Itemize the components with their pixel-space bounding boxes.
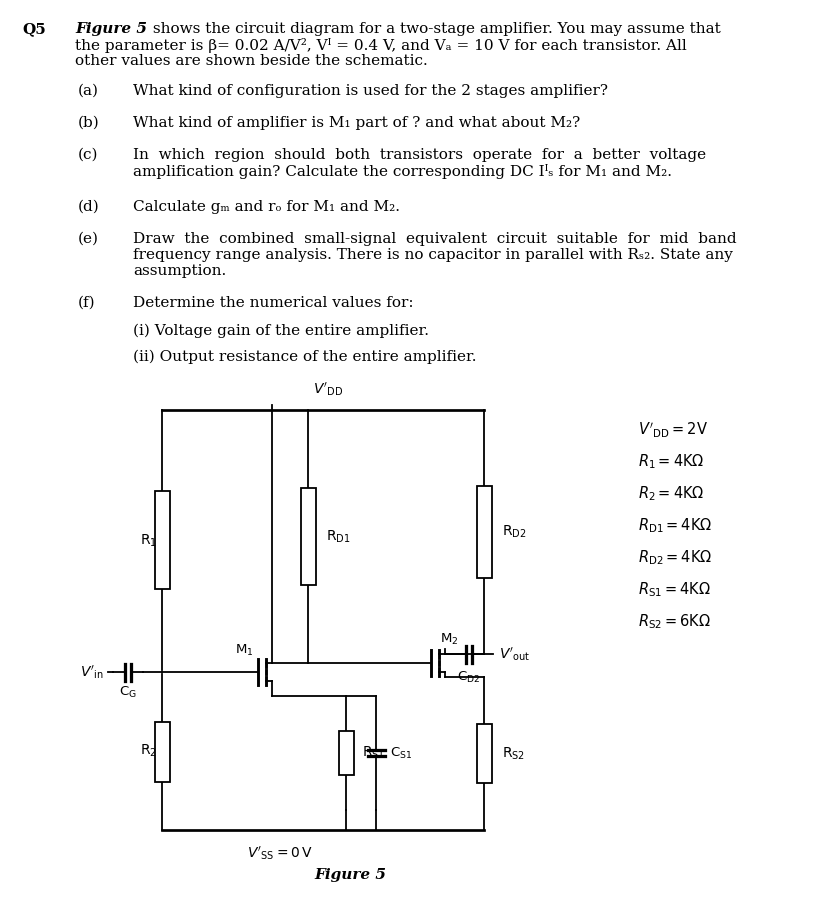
Text: (a): (a): [78, 84, 99, 98]
Text: $\rm R_{S1}$: $\rm R_{S1}$: [362, 745, 385, 762]
Text: $\rm R_{D2}$: $\rm R_{D2}$: [502, 524, 526, 540]
Text: $R_{\rm D1} = 4{\rm K}\Omega$: $R_{\rm D1} = 4{\rm K}\Omega$: [638, 516, 712, 536]
Text: amplification gain? Calculate the corresponding DC Iᴵₛ for M₁ and M₂.: amplification gain? Calculate the corres…: [133, 164, 672, 179]
Text: other values are shown beside the schematic.: other values are shown beside the schema…: [75, 54, 427, 68]
Text: Figure 5: Figure 5: [314, 868, 386, 882]
Bar: [477, 725, 492, 783]
Text: $R_2 = 4{\rm K}\Omega$: $R_2 = 4{\rm K}\Omega$: [638, 485, 705, 503]
Text: (c): (c): [78, 148, 99, 162]
Text: frequency range analysis. There is no capacitor in parallel with Rₛ₂. State any: frequency range analysis. There is no ca…: [133, 248, 733, 262]
Text: $\rm R_2$: $\rm R_2$: [140, 743, 157, 759]
Text: $\rm C_G$: $\rm C_G$: [119, 685, 137, 700]
Text: What kind of amplifier is M₁ part of ? and what about M₂?: What kind of amplifier is M₁ part of ? a…: [133, 116, 580, 130]
Text: $V'_{\rm in}$: $V'_{\rm in}$: [80, 663, 104, 680]
Text: (b): (b): [78, 116, 100, 130]
Text: (d): (d): [78, 200, 100, 214]
Text: Q5: Q5: [22, 22, 46, 36]
Text: (i) Voltage gain of the entire amplifier.: (i) Voltage gain of the entire amplifier…: [133, 324, 429, 338]
Text: Figure 5: Figure 5: [75, 22, 147, 36]
Text: $\rm R_{S2}$: $\rm R_{S2}$: [502, 745, 525, 762]
Bar: [154, 491, 169, 589]
Text: $\rm R_1$: $\rm R_1$: [140, 533, 157, 550]
Text: the parameter is β= 0.02 A/V², Vᴵ = 0.4 V, and Vₐ = 10 V for each transistor. Al: the parameter is β= 0.02 A/V², Vᴵ = 0.4 …: [75, 38, 687, 53]
Text: $V'_{\rm out}$: $V'_{\rm out}$: [499, 645, 530, 663]
Text: $\rm R_{D1}$: $\rm R_{D1}$: [326, 528, 350, 545]
Text: $R_{\rm S2} = 6{\rm K}\Omega$: $R_{\rm S2} = 6{\rm K}\Omega$: [638, 612, 711, 632]
Text: $\rm M_2$: $\rm M_2$: [440, 632, 458, 646]
Text: $\rm C_{D2}$: $\rm C_{D2}$: [458, 670, 481, 685]
Text: (e): (e): [78, 232, 99, 246]
Text: $V'_{\rm DD}$: $V'_{\rm DD}$: [313, 381, 343, 398]
Text: $V'_{\rm SS} = 0\,\rm V$: $V'_{\rm SS} = 0\,\rm V$: [247, 844, 313, 861]
Text: Determine the numerical values for:: Determine the numerical values for:: [133, 296, 414, 310]
Bar: [477, 486, 492, 578]
Text: $\rm C_{S1}$: $\rm C_{S1}$: [390, 746, 412, 761]
Text: What kind of configuration is used for the 2 stages amplifier?: What kind of configuration is used for t…: [133, 84, 608, 98]
Text: assumption.: assumption.: [133, 264, 226, 278]
Text: $\rm M_1$: $\rm M_1$: [235, 643, 253, 657]
Text: $R_{\rm S1} = 4{\rm K}\Omega$: $R_{\rm S1} = 4{\rm K}\Omega$: [638, 581, 711, 599]
Text: $R_{\rm D2} = 4{\rm K}\Omega$: $R_{\rm D2} = 4{\rm K}\Omega$: [638, 549, 712, 567]
Text: shows the circuit diagram for a two-stage amplifier. You may assume that: shows the circuit diagram for a two-stag…: [148, 22, 721, 36]
Bar: [154, 722, 169, 782]
Text: $R_1 = 4{\rm K}\Omega$: $R_1 = 4{\rm K}\Omega$: [638, 453, 705, 471]
Text: (f): (f): [78, 296, 96, 310]
Text: Draw  the  combined  small-signal  equivalent  circuit  suitable  for  mid  band: Draw the combined small-signal equivalen…: [133, 232, 737, 246]
Text: Calculate gₘ and rₒ for M₁ and M₂.: Calculate gₘ and rₒ for M₁ and M₂.: [133, 200, 400, 214]
Bar: [301, 489, 315, 585]
Text: In  which  region  should  both  transistors  operate  for  a  better  voltage: In which region should both transistors …: [133, 148, 706, 162]
Text: $V'_{\rm DD} = 2{\rm V}$: $V'_{\rm DD} = 2{\rm V}$: [638, 420, 708, 440]
Bar: [339, 731, 354, 774]
Text: (ii) Output resistance of the entire amplifier.: (ii) Output resistance of the entire amp…: [133, 350, 477, 364]
